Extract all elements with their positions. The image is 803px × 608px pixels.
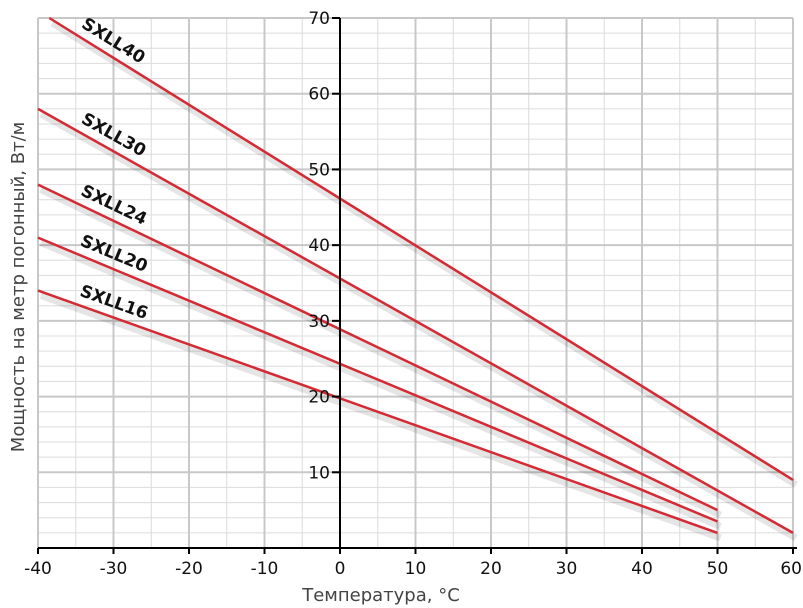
- x-tick-label: 20: [480, 559, 502, 579]
- y-tick-label: 20: [308, 388, 330, 408]
- series-line-sxll16: [37, 289, 718, 535]
- x-tick-label: 30: [556, 559, 578, 579]
- y-tick-label: 60: [308, 85, 330, 105]
- y-tick-label: 50: [308, 160, 330, 180]
- series-line-shadow: [50, 20, 798, 488]
- series-line-sxll20: [37, 236, 718, 523]
- y-tick-label: 40: [308, 236, 330, 256]
- series-line-shadow: [39, 292, 722, 542]
- series-line-shadow: [39, 239, 722, 530]
- x-tick-label: 50: [707, 559, 729, 579]
- x-tick-label: 0: [335, 559, 346, 579]
- x-tick-label: -20: [175, 559, 203, 579]
- series-line-sxll24: [37, 183, 719, 512]
- y-tick-label: 70: [308, 9, 330, 29]
- series-lines: [37, 16, 798, 542]
- x-tick-label: -40: [24, 559, 52, 579]
- series-line-sxll40: [48, 16, 794, 481]
- x-tick-label: 10: [405, 559, 427, 579]
- x-tick-label: 60: [780, 559, 802, 579]
- y-tick-label: 30: [308, 312, 330, 332]
- series-line-shadow: [39, 186, 723, 519]
- y-tick-label: 10: [308, 463, 330, 483]
- axes: [37, 17, 797, 554]
- tick-labels: -40 -30 -20 -10 0 10 20 30 40 50 60 10 20 30 40 50 60 70: [24, 9, 802, 579]
- y-axis-title: Мощность на метр погонный, Вт/м: [8, 122, 29, 452]
- series-line-shadow: [39, 110, 798, 541]
- x-axis-title: Температура, °С: [301, 585, 460, 606]
- x-tick-label: -30: [100, 559, 128, 579]
- x-tick-label: 40: [631, 559, 653, 579]
- x-tick-label: -10: [251, 559, 279, 579]
- series-line-sxll30: [37, 107, 794, 534]
